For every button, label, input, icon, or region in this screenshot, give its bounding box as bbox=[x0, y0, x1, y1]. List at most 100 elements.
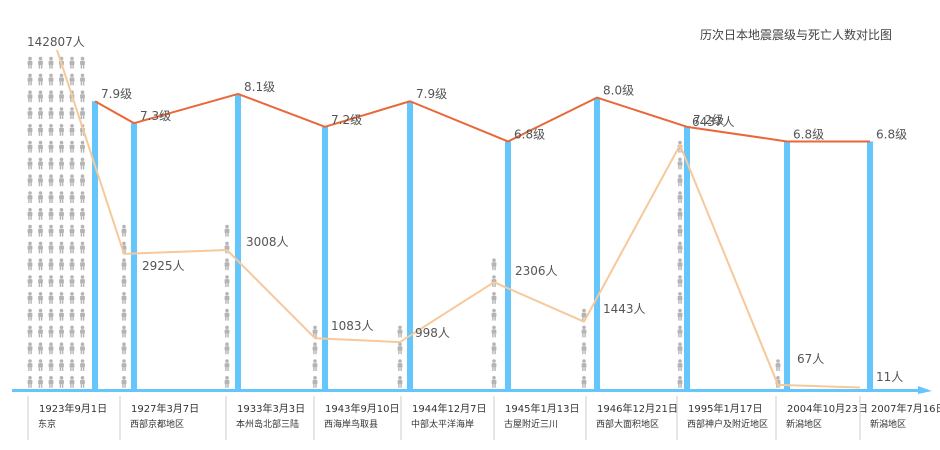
person-icon bbox=[491, 292, 497, 304]
person-icon bbox=[491, 342, 497, 355]
person-icon bbox=[48, 241, 54, 254]
person-icon bbox=[69, 359, 75, 371]
person-icon bbox=[581, 325, 587, 338]
category-region-label: 古屋附近三川 bbox=[504, 418, 558, 430]
person-icon bbox=[48, 124, 54, 136]
person-icon bbox=[38, 376, 43, 388]
magnitude-bar bbox=[92, 101, 98, 390]
person-icon bbox=[27, 224, 33, 237]
person-icon bbox=[38, 56, 43, 69]
person-icon bbox=[80, 224, 85, 237]
deaths-data-label: 6437人 bbox=[692, 115, 735, 129]
person-icon bbox=[38, 208, 43, 220]
person-icon bbox=[38, 292, 43, 304]
person-icon bbox=[48, 258, 54, 271]
person-icon bbox=[80, 359, 85, 371]
person-icon bbox=[59, 258, 64, 271]
category-region-label: 新潟地区 bbox=[870, 418, 906, 430]
person-icon bbox=[491, 325, 497, 338]
person-icon bbox=[59, 90, 64, 103]
person-icon bbox=[27, 157, 33, 170]
person-icon bbox=[312, 359, 318, 371]
person-icon bbox=[677, 342, 683, 355]
magnitude-bar bbox=[131, 123, 137, 390]
person-icon bbox=[27, 90, 33, 103]
category-date-label: 1995年1月17日 bbox=[688, 402, 763, 415]
person-icon bbox=[80, 73, 85, 86]
person-icon bbox=[312, 342, 318, 355]
person-icon bbox=[48, 191, 54, 203]
person-icon bbox=[48, 325, 54, 338]
person-icon bbox=[677, 308, 683, 321]
person-icon bbox=[80, 107, 85, 119]
category-region-label: 东京 bbox=[38, 418, 56, 430]
person-icon bbox=[224, 342, 230, 355]
person-icon bbox=[69, 157, 75, 170]
person-icon bbox=[491, 258, 497, 271]
person-icon bbox=[48, 73, 54, 86]
person-icon bbox=[581, 376, 587, 388]
person-icon bbox=[59, 124, 64, 136]
person-icon bbox=[775, 359, 781, 371]
person-icon bbox=[224, 308, 230, 321]
person-icon bbox=[80, 191, 85, 203]
person-icon bbox=[27, 208, 33, 220]
person-icon bbox=[59, 224, 64, 237]
person-icon bbox=[69, 140, 75, 153]
person-icon bbox=[121, 292, 127, 304]
magnitude-bar bbox=[322, 126, 328, 391]
person-icon bbox=[38, 308, 43, 321]
category-region-label: 西部京都地区 bbox=[130, 418, 184, 430]
person-icon bbox=[69, 73, 75, 86]
deaths-data-label: 998人 bbox=[415, 326, 450, 340]
person-icon bbox=[59, 376, 64, 388]
person-icon bbox=[80, 90, 85, 103]
person-icon bbox=[80, 174, 85, 187]
category-date-label: 1945年1月13日 bbox=[505, 402, 580, 415]
person-icon bbox=[224, 224, 230, 237]
magnitude-bar bbox=[235, 93, 241, 391]
person-icon bbox=[677, 258, 683, 271]
person-icon bbox=[27, 56, 33, 69]
person-icon bbox=[59, 275, 64, 287]
person-icon bbox=[38, 224, 43, 237]
person-icon bbox=[80, 56, 85, 69]
person-icon bbox=[80, 342, 85, 355]
magnitude-data-label: 7.2级 bbox=[331, 113, 362, 127]
person-icon bbox=[224, 325, 230, 338]
magnitude-data-label: 6.8级 bbox=[793, 127, 824, 141]
person-icon bbox=[38, 325, 43, 338]
person-icon bbox=[38, 275, 43, 287]
category-date-label: 1946年12月21日 bbox=[597, 402, 678, 415]
person-icon bbox=[59, 342, 64, 355]
magnitude-bar bbox=[594, 97, 600, 390]
person-icon bbox=[224, 359, 230, 371]
person-icon bbox=[121, 258, 127, 271]
person-icon bbox=[48, 342, 54, 355]
person-icon bbox=[38, 90, 43, 103]
person-icon bbox=[224, 376, 230, 388]
magnitude-bars bbox=[92, 93, 873, 391]
person-icon bbox=[38, 174, 43, 187]
person-icon bbox=[677, 208, 683, 220]
person-icon bbox=[69, 56, 75, 69]
person-icon bbox=[59, 174, 64, 187]
person-icon bbox=[397, 359, 403, 371]
person-icon bbox=[27, 73, 33, 86]
deaths-data-label: 2306人 bbox=[515, 264, 558, 278]
people-icons bbox=[27, 56, 781, 388]
person-icon bbox=[69, 191, 75, 203]
person-icon bbox=[27, 107, 33, 119]
person-icon bbox=[27, 140, 33, 153]
person-icon bbox=[59, 107, 64, 119]
magnitude-line bbox=[94, 92, 870, 143]
person-icon bbox=[69, 308, 75, 321]
person-icon bbox=[59, 191, 64, 203]
magnitude-data-label: 8.0级 bbox=[603, 84, 634, 98]
category-date-label: 2007年7月16日 bbox=[871, 402, 940, 415]
magnitude-data-label: 8.1级 bbox=[244, 80, 275, 94]
category-date-label: 2004年10月23日 bbox=[787, 402, 868, 415]
deaths-data-label: 142807人 bbox=[27, 35, 85, 49]
person-icon bbox=[491, 275, 497, 287]
deaths-data-label: 2925人 bbox=[142, 259, 185, 273]
